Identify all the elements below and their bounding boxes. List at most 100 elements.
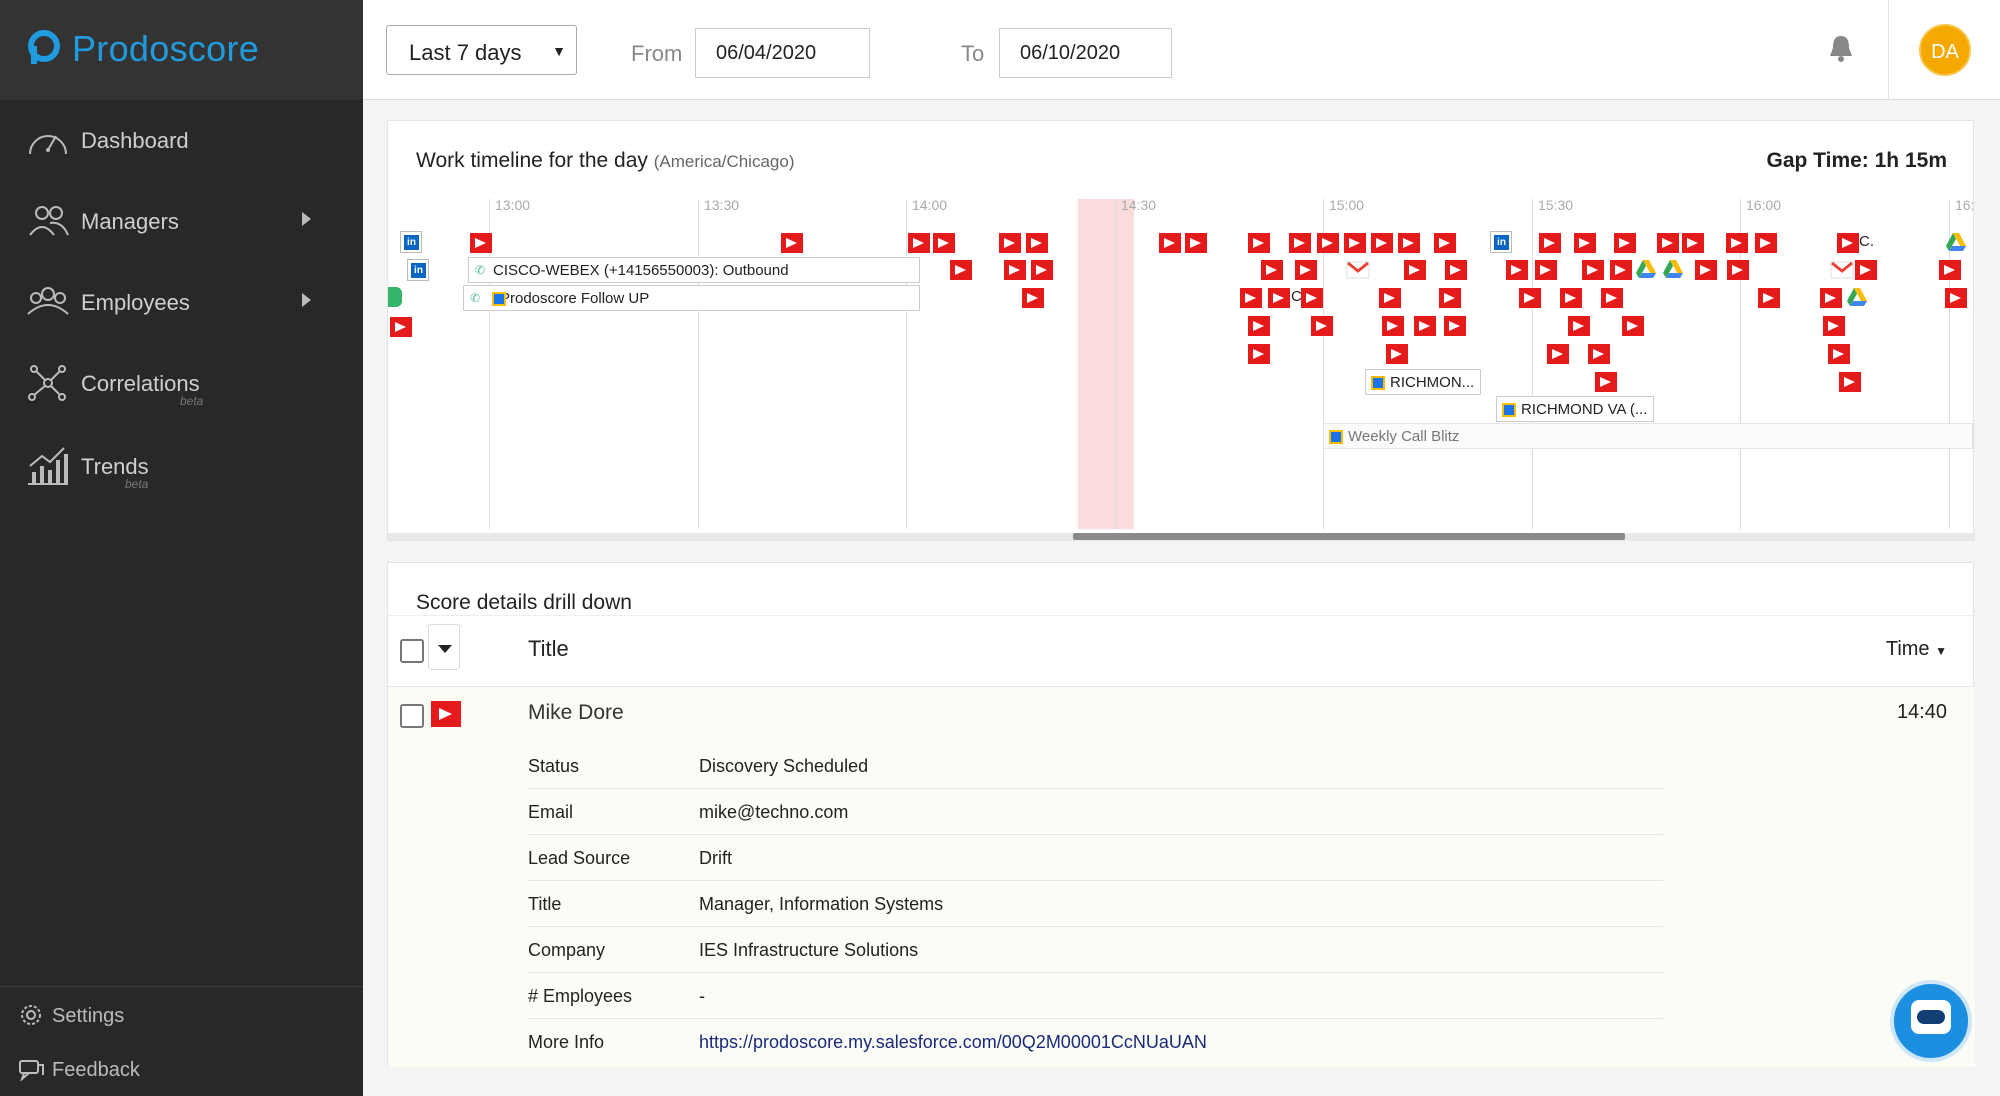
salesforce-event-icon[interactable] [1317, 233, 1339, 253]
salesforce-event-icon[interactable] [1344, 233, 1366, 253]
salesforce-event-icon[interactable] [1657, 233, 1679, 253]
timeline-bar-webex[interactable]: ✆ CISCO-WEBEX (+14156550003): Outbound [468, 257, 920, 283]
linkedin-event-icon[interactable]: in [1490, 231, 1512, 253]
salesforce-event-icon[interactable] [1445, 260, 1467, 280]
salesforce-event-icon[interactable] [1614, 233, 1636, 253]
salesforce-event-icon[interactable] [1855, 260, 1877, 280]
column-time-header[interactable]: Time ▼ [1886, 638, 1947, 661]
column-title-header[interactable]: Title [528, 636, 569, 661]
salesforce-event-icon[interactable] [1022, 288, 1044, 308]
salesforce-event-icon[interactable] [1547, 344, 1569, 364]
salesforce-event-icon[interactable] [1289, 233, 1311, 253]
google-drive-icon[interactable] [1846, 286, 1868, 308]
salesforce-event-icon[interactable] [1945, 288, 1967, 308]
salesforce-event-icon[interactable] [1159, 233, 1181, 253]
salesforce-event-icon[interactable] [1434, 233, 1456, 253]
bell-icon[interactable] [1826, 32, 1856, 64]
salesforce-event-icon[interactable] [1404, 260, 1426, 280]
sidebar-item-managers[interactable]: Managers [0, 185, 363, 255]
salesforce-event-icon[interactable] [1820, 288, 1842, 308]
salesforce-event-icon[interactable] [1026, 233, 1048, 253]
more-info-link[interactable]: https://prodoscore.my.salesforce.com/00Q… [699, 1032, 1207, 1052]
sidebar-item-dashboard[interactable]: Dashboard [0, 104, 363, 174]
salesforce-event-icon[interactable] [1727, 260, 1749, 280]
salesforce-event-icon[interactable] [1031, 260, 1053, 280]
salesforce-event-icon[interactable] [1837, 233, 1859, 253]
chatbot-button[interactable] [1890, 980, 1972, 1062]
salesforce-event-icon[interactable] [1839, 372, 1861, 392]
sidebar-item-feedback[interactable]: Feedback [0, 1045, 363, 1095]
salesforce-event-icon[interactable] [1695, 260, 1717, 280]
salesforce-event-icon[interactable] [1240, 288, 1262, 308]
to-date-input[interactable]: 06/10/2020 [999, 28, 1172, 78]
salesforce-event-icon[interactable] [1622, 316, 1644, 336]
salesforce-event-icon[interactable] [1519, 288, 1541, 308]
sidebar-item-employees[interactable]: Employees [0, 266, 363, 336]
salesforce-event-icon[interactable] [1535, 260, 1557, 280]
salesforce-event-icon[interactable] [1758, 288, 1780, 308]
timeline-bar-richmond-va[interactable]: RICHMOND VA (... [1496, 396, 1654, 422]
bulk-action-dropdown[interactable] [428, 624, 460, 670]
date-range-select[interactable]: Last 7 days ▼ [386, 25, 577, 75]
linkedin-event-icon[interactable]: in [407, 259, 429, 281]
select-all-checkbox[interactable] [400, 639, 424, 663]
salesforce-event-icon[interactable] [1248, 344, 1270, 364]
salesforce-event-icon[interactable] [1823, 316, 1845, 336]
salesforce-event-icon[interactable] [1588, 344, 1610, 364]
salesforce-event-icon[interactable] [1261, 260, 1283, 280]
linkedin-event-icon[interactable]: in [400, 231, 422, 253]
salesforce-event-icon[interactable] [1439, 288, 1461, 308]
timeline-bar-follow-up[interactable]: ✆ Prodoscore Follow UP [463, 285, 920, 311]
salesforce-event-icon[interactable] [781, 233, 803, 253]
salesforce-event-icon[interactable] [1828, 344, 1850, 364]
salesforce-event-icon[interactable] [470, 233, 492, 253]
salesforce-event-icon[interactable] [1185, 233, 1207, 253]
sidebar-item-trends[interactable]: Trends beta [0, 430, 363, 500]
timeline-area[interactable]: 13:00 13:30 14:00 14:30 15:00 15:30 16:0… [388, 199, 1975, 529]
salesforce-event-icon[interactable] [1574, 233, 1596, 253]
salesforce-event-icon[interactable] [1595, 372, 1617, 392]
salesforce-event-icon[interactable] [1248, 233, 1270, 253]
google-drive-icon[interactable] [1635, 258, 1657, 280]
salesforce-event-icon[interactable] [1560, 288, 1582, 308]
salesforce-event-icon[interactable] [1568, 316, 1590, 336]
salesforce-event-icon[interactable] [1755, 233, 1777, 253]
table-row[interactable]: Mike Dore 14:40 Status Discovery Schedule… [388, 687, 1975, 1067]
from-date-input[interactable]: 06/04/2020 [695, 28, 870, 78]
google-drive-icon[interactable] [1662, 258, 1684, 280]
row-checkbox[interactable] [400, 704, 424, 728]
gmail-icon[interactable] [1830, 260, 1854, 280]
sidebar-item-correlations[interactable]: Correlations beta [0, 347, 363, 417]
google-drive-icon[interactable] [1945, 231, 1967, 253]
salesforce-event-icon[interactable] [1444, 316, 1466, 336]
salesforce-event-icon[interactable] [1004, 260, 1026, 280]
sidebar-item-settings[interactable]: Settings [0, 991, 363, 1041]
salesforce-event-icon[interactable] [1939, 260, 1961, 280]
salesforce-event-icon[interactable] [1414, 316, 1436, 336]
salesforce-event-icon[interactable] [1682, 233, 1704, 253]
timeline-bar-weekly-call-blitz[interactable]: Weekly Call Blitz [1323, 423, 1973, 449]
salesforce-event-icon[interactable] [1398, 233, 1420, 253]
salesforce-event-icon[interactable] [1248, 316, 1270, 336]
salesforce-event-icon[interactable] [1382, 316, 1404, 336]
salesforce-event-icon[interactable] [1311, 316, 1333, 336]
salesforce-event-icon[interactable] [933, 233, 955, 253]
salesforce-event-icon[interactable] [1386, 344, 1408, 364]
salesforce-event-icon[interactable] [1379, 288, 1401, 308]
gmail-icon[interactable] [1346, 260, 1370, 280]
salesforce-event-icon[interactable] [1295, 260, 1317, 280]
avatar[interactable]: DA [1919, 24, 1971, 76]
app-name[interactable]: Prodoscore [72, 28, 260, 69]
salesforce-event-icon[interactable] [1301, 288, 1323, 308]
salesforce-event-icon[interactable] [1371, 233, 1393, 253]
timeline-scrollbar-thumb[interactable] [1073, 533, 1625, 540]
salesforce-event-icon[interactable] [1582, 260, 1604, 280]
salesforce-event-icon[interactable] [908, 233, 930, 253]
salesforce-event-icon[interactable] [1539, 233, 1561, 253]
salesforce-event-icon[interactable] [1268, 288, 1290, 308]
timeline-bar-richmond[interactable]: RICHMON... [1365, 369, 1481, 395]
hangouts-event-icon[interactable] [388, 287, 402, 307]
salesforce-event-icon[interactable] [1506, 260, 1528, 280]
salesforce-event-icon[interactable] [1610, 260, 1632, 280]
salesforce-event-icon[interactable] [950, 260, 972, 280]
